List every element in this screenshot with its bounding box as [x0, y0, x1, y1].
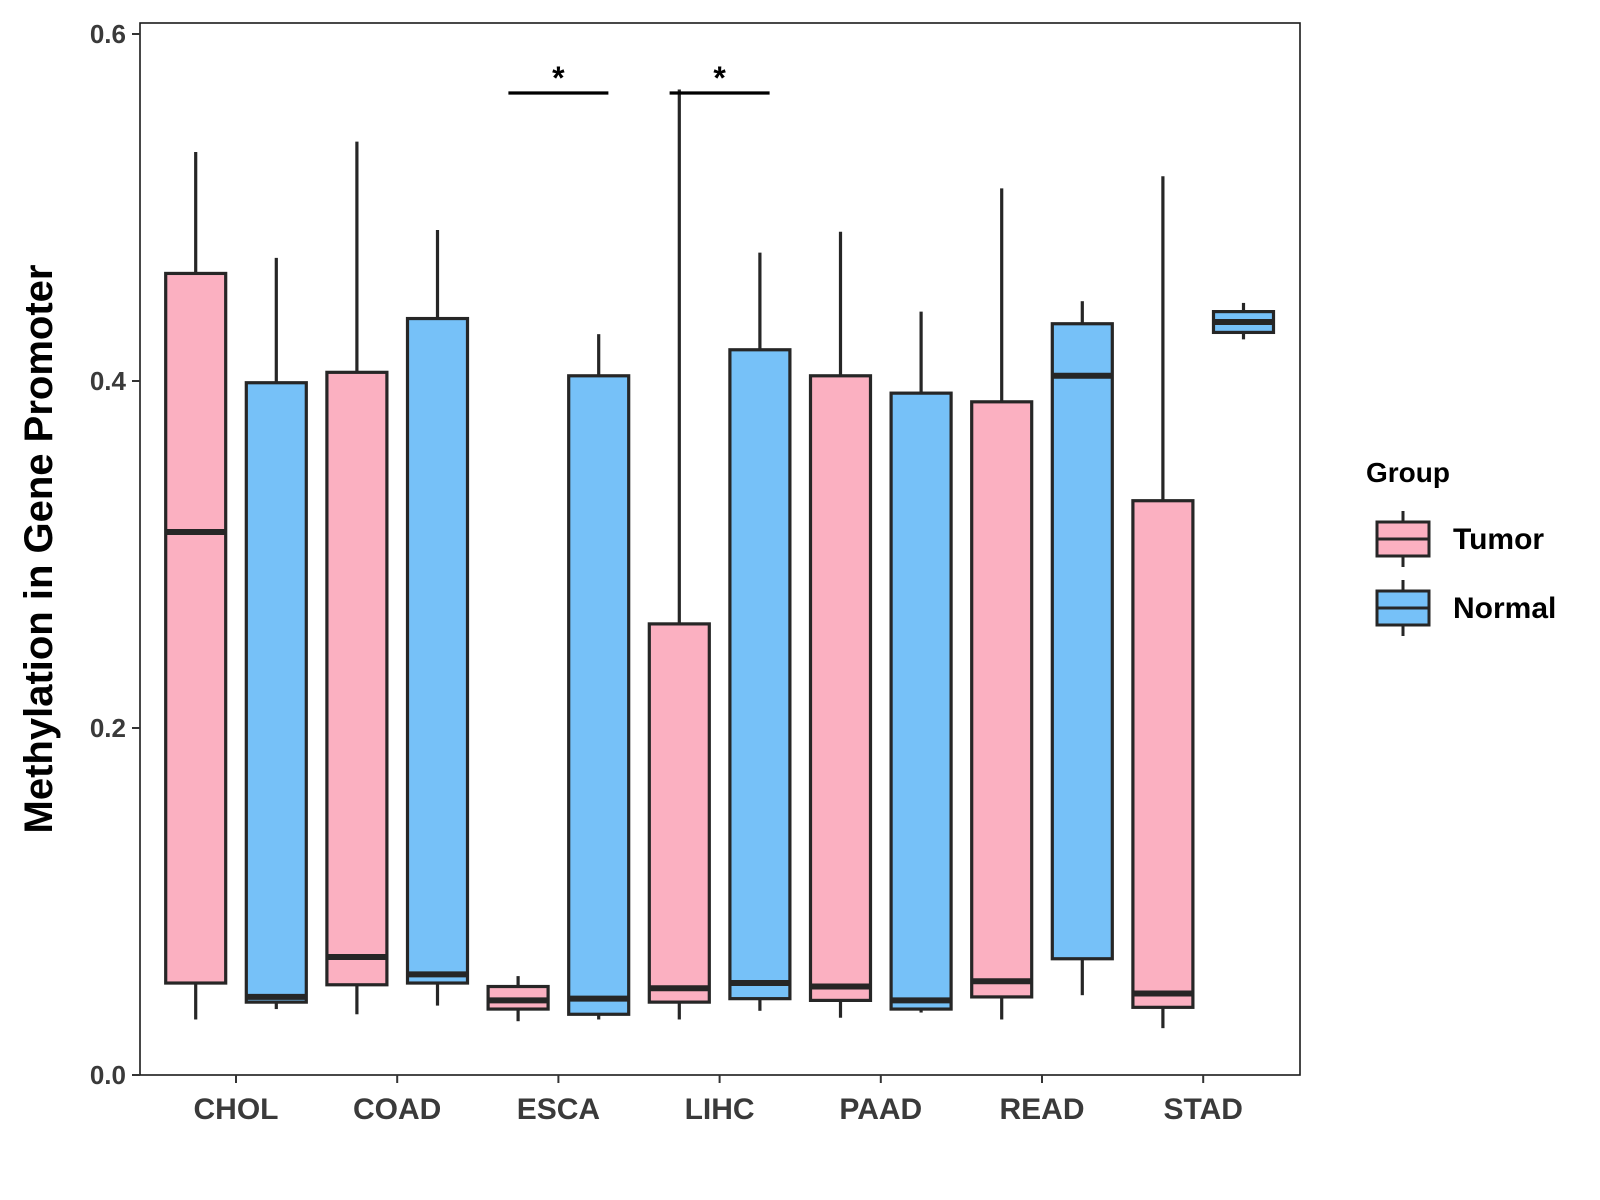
- significance-star: *: [713, 60, 726, 96]
- x-tick-label-esca: ESCA: [517, 1093, 600, 1126]
- legend-item-tumor: Tumor: [1375, 511, 1544, 567]
- box-tumor-paad: [808, 231, 873, 1018]
- box-normal-lihc: [728, 252, 792, 1011]
- legend: Group Tumor Normal: [1366, 457, 1556, 636]
- y-axis: 0.0 0.2 0.4 0.6: [90, 19, 140, 1090]
- y-tick-label: 0.4: [90, 366, 127, 396]
- box-normal-stad: [1211, 302, 1276, 340]
- x-tick-label-chol: CHOL: [194, 1093, 279, 1126]
- box-normal-esca: [567, 334, 631, 1020]
- box-tumor-stad: [1131, 176, 1195, 1029]
- box-tumor-coad: [325, 141, 389, 1015]
- box-body: [405, 316, 470, 985]
- boxes-layer: [164, 89, 1276, 1029]
- box-normal-chol: [244, 257, 308, 1010]
- box-tumor-chol: [164, 151, 228, 1020]
- significance-lihc: *: [669, 60, 770, 96]
- box-normal-coad: [405, 230, 470, 1006]
- box-tumor-lihc: [647, 89, 711, 1020]
- x-tick-label-coad: COAD: [353, 1093, 441, 1126]
- box-body: [567, 374, 631, 1016]
- legend-title: Group: [1366, 457, 1450, 488]
- significance-esca: *: [508, 60, 609, 96]
- box-body: [808, 374, 873, 1002]
- box-body: [1131, 499, 1195, 1009]
- y-tick-label: 0.2: [90, 713, 126, 743]
- box-body: [244, 381, 308, 1004]
- box-tumor-read: [970, 188, 1034, 1020]
- legend-item-normal: Normal: [1375, 580, 1556, 636]
- box-body: [889, 391, 953, 1011]
- box-tumor-esca: [486, 976, 550, 1022]
- box-body: [728, 348, 792, 1001]
- legend-label-tumor: Tumor: [1453, 523, 1544, 556]
- y-tick-label: 0.6: [90, 19, 126, 49]
- y-tick-label: 0.0: [90, 1060, 126, 1090]
- significance-annotations: * *: [508, 60, 770, 96]
- box-body: [647, 622, 711, 1004]
- plot-panel-border: [139, 22, 1301, 1076]
- x-tick-label-stad: STAD: [1163, 1093, 1242, 1126]
- x-tick-label-read: READ: [999, 1093, 1084, 1126]
- y-axis-title: Methylation in Gene Promoter: [17, 265, 61, 834]
- significance-star: *: [552, 60, 565, 96]
- box-body: [970, 400, 1034, 999]
- box-body: [164, 271, 228, 985]
- x-tick-label-paad: PAAD: [839, 1093, 922, 1126]
- box-normal-read: [1050, 301, 1114, 996]
- x-tick-label-lihc: LIHC: [685, 1093, 755, 1126]
- box-body: [1050, 322, 1114, 961]
- legend-label-normal: Normal: [1453, 592, 1556, 625]
- x-axis: CHOL COAD ESCA LIHC PAAD READ STAD: [194, 1075, 1243, 1126]
- box-body: [325, 370, 389, 987]
- box-normal-paad: [889, 311, 953, 1013]
